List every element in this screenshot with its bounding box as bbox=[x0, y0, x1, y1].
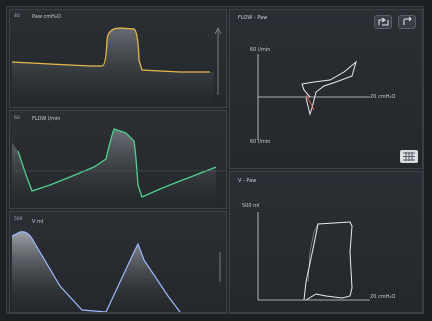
volume-waveform bbox=[11, 231, 221, 312]
grid-icon[interactable] bbox=[400, 150, 418, 163]
display-frame: Paw cmH₂O 40 FLOW l/min 60 bbox=[6, 6, 424, 314]
volume-pressure-x-label: 20 cmH₂O bbox=[370, 294, 396, 300]
pressure-waveform-panel[interactable]: Paw cmH₂O 40 bbox=[9, 9, 227, 108]
pressure-scale: 40 bbox=[14, 14, 20, 19]
pressure-label: Paw cmH₂O bbox=[32, 14, 61, 20]
volume-label: V ml bbox=[32, 219, 44, 225]
flow-pressure-title: FLOW - Paw bbox=[238, 15, 268, 21]
flow-pressure-x-label: 20 cmH₂O bbox=[370, 94, 396, 100]
volume-pressure-y-top: 500 ml bbox=[242, 203, 260, 209]
flow-scale: 60 bbox=[14, 116, 20, 121]
flow-waveform bbox=[12, 128, 226, 208]
flow-pressure-loop bbox=[257, 54, 370, 140]
flow-waveform-panel[interactable]: FLOW l/min 60 bbox=[9, 110, 227, 209]
close-icon bbox=[403, 16, 412, 25]
volume-scale: 500 bbox=[14, 217, 23, 222]
flow-label: FLOW l/min bbox=[32, 116, 61, 122]
volume-pressure-loop-panel[interactable]: V - Paw 500 ml 20 cmH₂O bbox=[229, 171, 423, 313]
flow-pressure-loop-panel[interactable]: FLOW - Paw 60 l/min 60 l/min 20 cmH₂O bbox=[229, 9, 423, 169]
freeze-icon bbox=[378, 17, 389, 26]
volume-waveform-panel[interactable]: V ml 500 bbox=[9, 211, 227, 313]
volume-pressure-title: V - Paw bbox=[238, 178, 257, 184]
flow-pressure-y-bottom: 60 l/min bbox=[250, 139, 271, 145]
flow-pressure-y-top: 60 l/min bbox=[250, 47, 271, 53]
freeze-button[interactable] bbox=[374, 15, 392, 29]
close-button[interactable] bbox=[398, 15, 416, 29]
pressure-waveform bbox=[11, 27, 222, 107]
volume-pressure-loop bbox=[257, 212, 370, 301]
